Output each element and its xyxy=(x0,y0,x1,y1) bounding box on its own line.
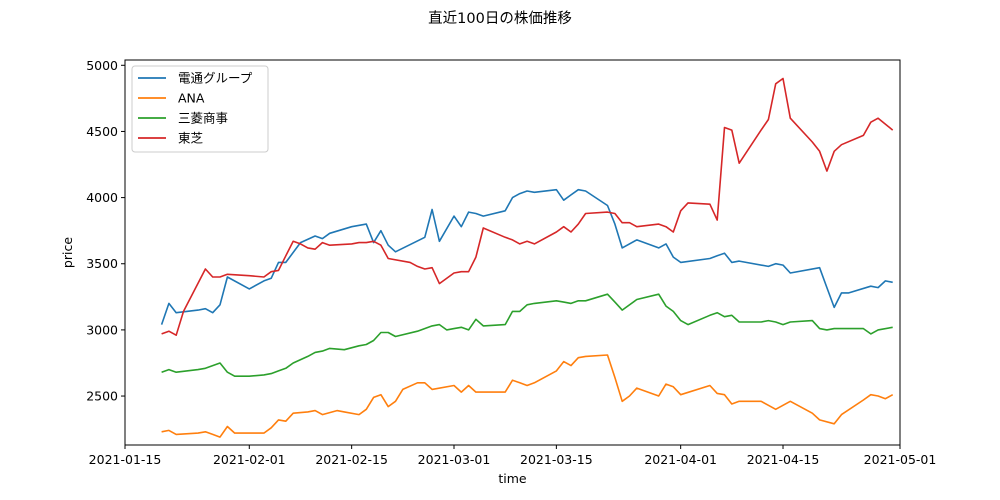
x-axis-label: time xyxy=(498,471,527,486)
series-layer xyxy=(160,77,894,438)
x-tick-label: 2021-02-01 xyxy=(213,452,286,467)
x-tick-label: 2021-05-01 xyxy=(864,452,937,467)
y-tick-label: 3000 xyxy=(86,322,118,337)
x-tick-label: 2021-04-01 xyxy=(644,452,717,467)
legend-label-1: ANA xyxy=(178,91,205,106)
legend-box xyxy=(131,65,269,153)
series-line-3 xyxy=(161,77,894,337)
y-tick-label: 2500 xyxy=(86,389,118,404)
y-axis: 2500 3000 3500 4000 4500 5000 xyxy=(86,58,125,404)
y-axis-label: price xyxy=(60,237,75,268)
y-tick-label: 4500 xyxy=(86,124,118,139)
chart-title: 直近100日の株価推移 xyxy=(428,10,572,27)
series-line-2 xyxy=(161,293,893,378)
y-tick-label: 3500 xyxy=(86,256,118,271)
x-tick-label: 2021-03-01 xyxy=(418,452,491,467)
series-line-0 xyxy=(160,188,893,325)
legend-label-0: 電通グループ xyxy=(178,71,253,86)
series-line-1 xyxy=(161,354,894,438)
plot-frame xyxy=(124,59,901,446)
y-tick-label: 5000 xyxy=(86,58,118,73)
y-tick-label: 4000 xyxy=(86,190,118,205)
legend-label-2: 三菱商事 xyxy=(178,111,228,126)
x-tick-label: 2021-03-15 xyxy=(520,452,593,467)
x-axis: 2021-01-15 2021-02-01 2021-02-15 2021-03-01… xyxy=(89,445,937,467)
x-tick-label: 2021-02-15 xyxy=(315,452,388,467)
legend-label-3: 東芝 xyxy=(178,131,204,146)
x-tick-label: 2021-01-15 xyxy=(89,452,162,467)
x-tick-label: 2021-04-15 xyxy=(747,452,820,467)
